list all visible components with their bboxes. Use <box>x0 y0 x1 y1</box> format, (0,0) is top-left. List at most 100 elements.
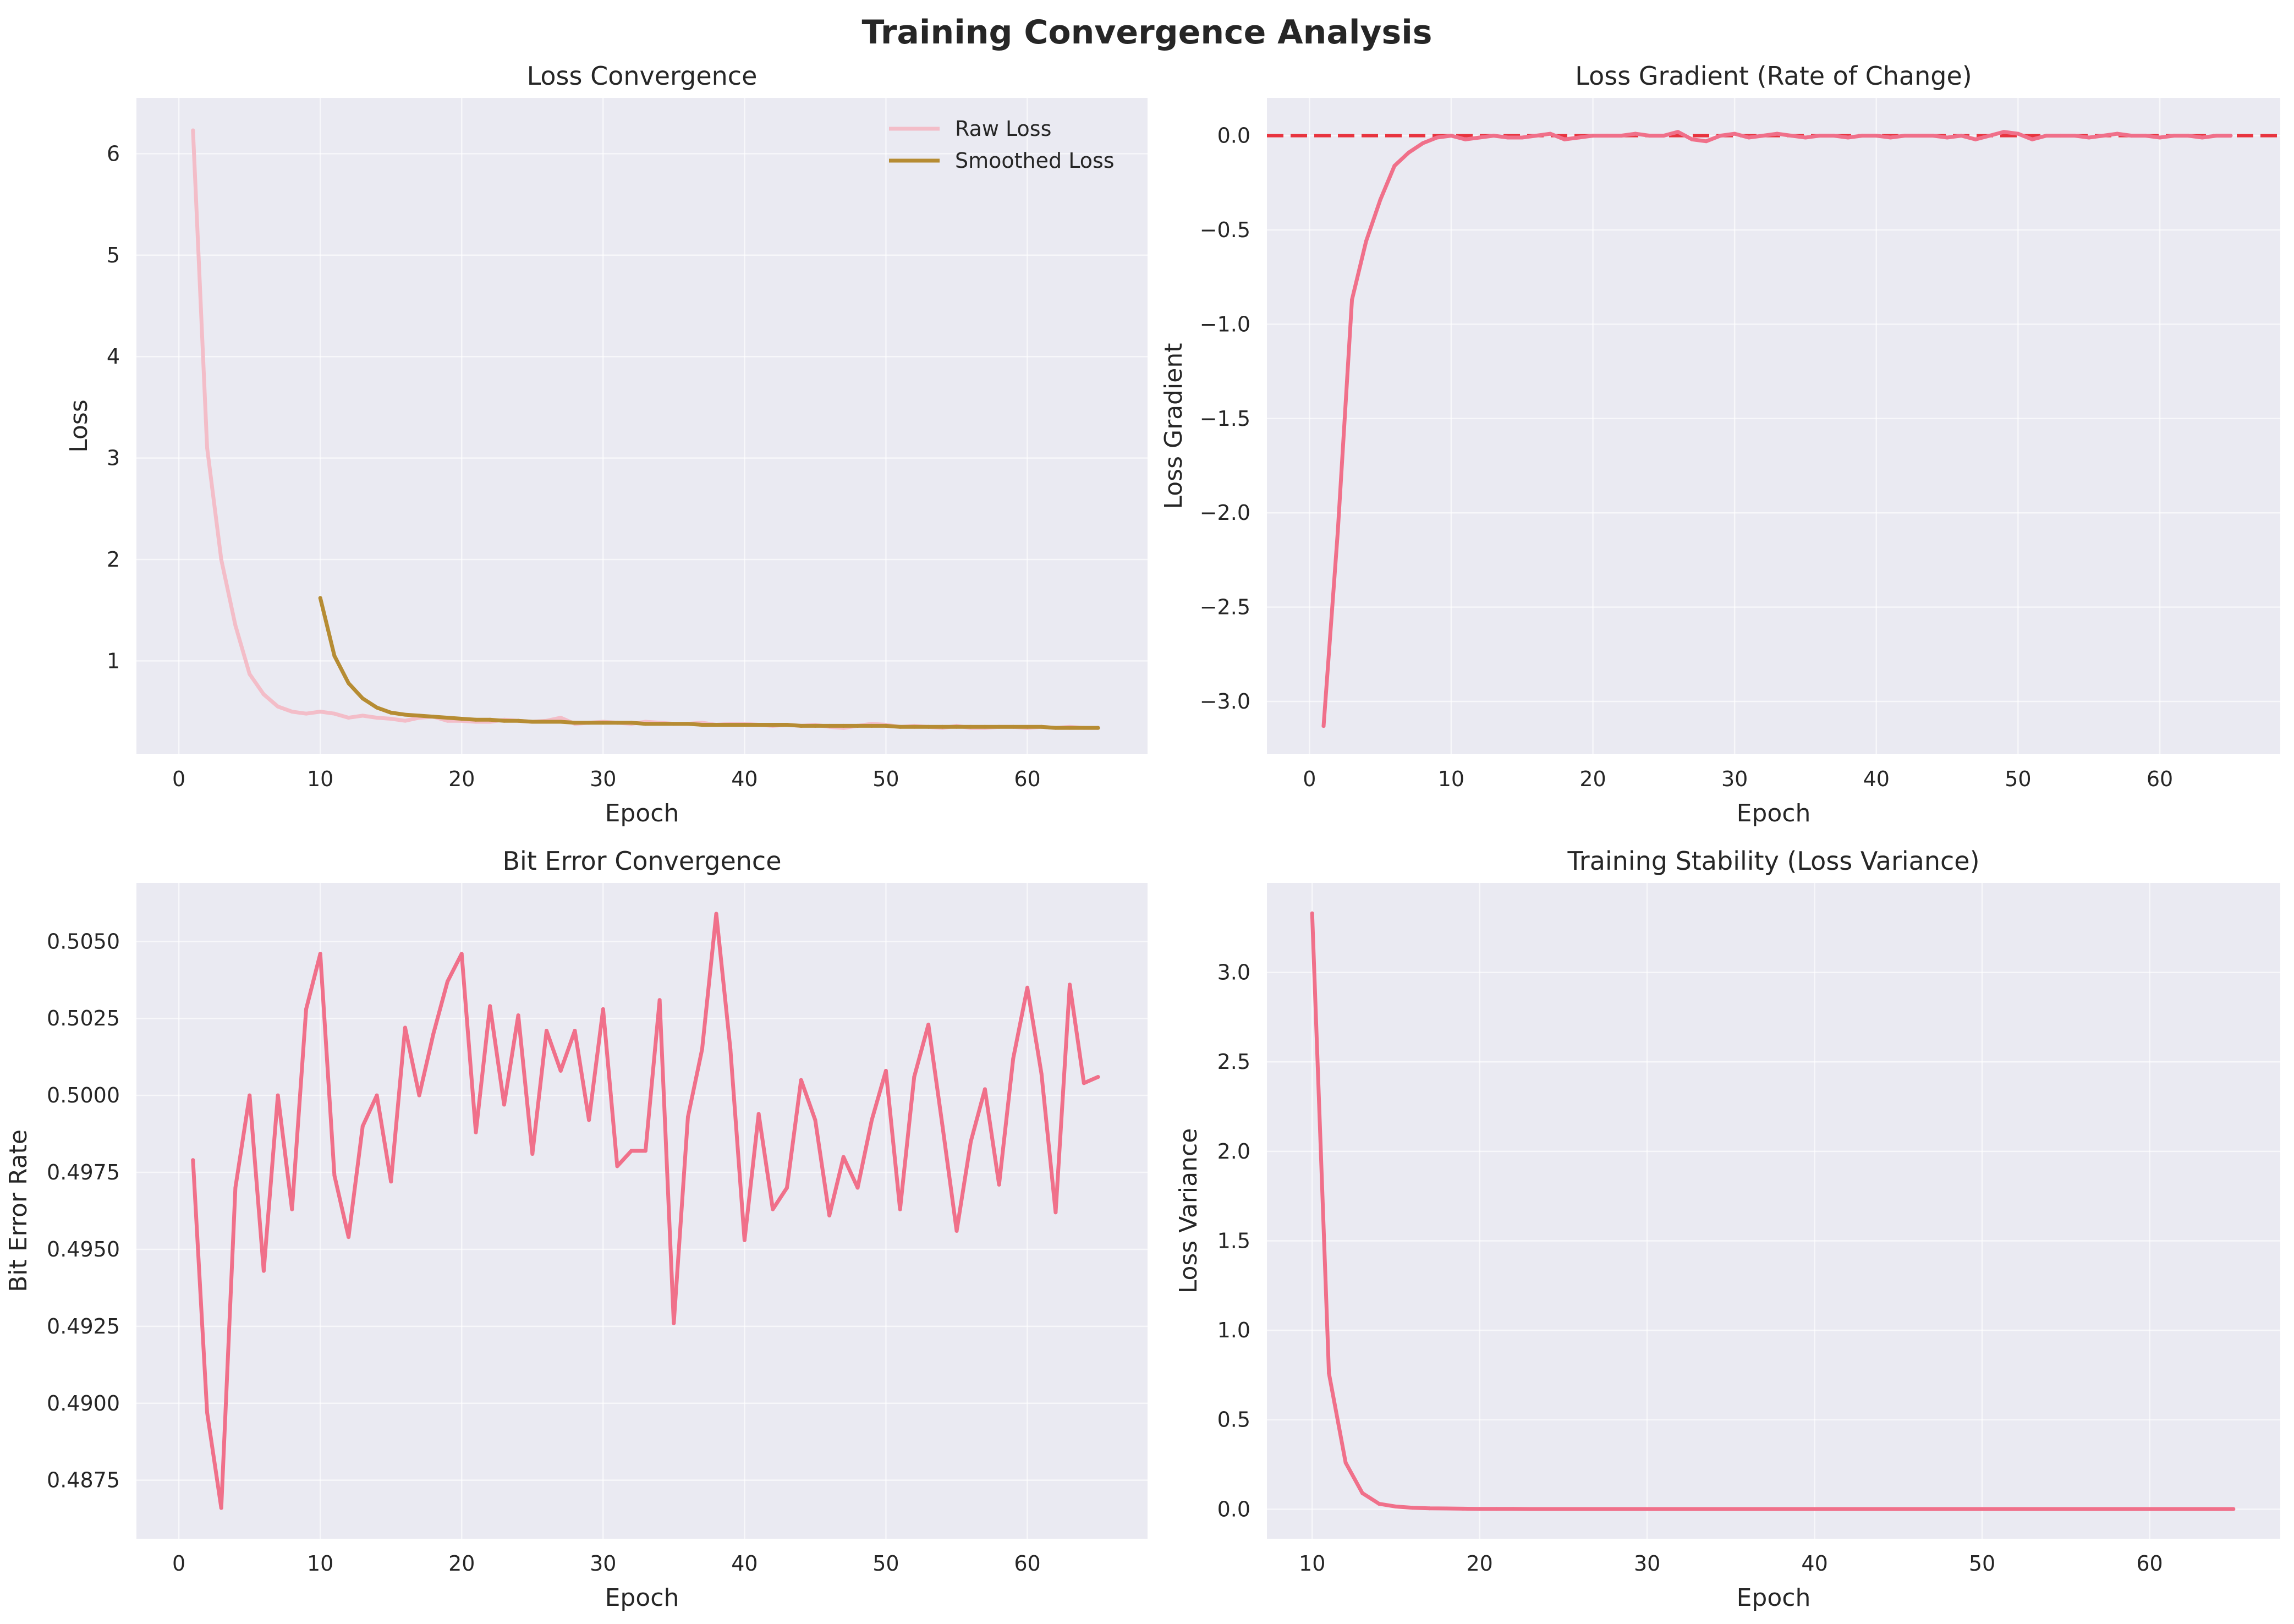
loss-raw-loss-point <box>318 710 322 714</box>
stability-series-point <box>2181 1507 2185 1511</box>
gradient-panel: 0 10 20 30 40 50 60 0.0 −0.5 −1.0 −1.5 −2.0 −2.5 −3.0… <box>1160 61 2280 827</box>
stability-series-point <box>1595 1507 1599 1511</box>
gradient-series-point <box>1860 134 1864 138</box>
loss-smoothed-loss-point <box>855 723 860 728</box>
bit-error-series-point <box>813 1118 817 1122</box>
bit-error-series-point <box>1011 1056 1016 1061</box>
stability-series-point <box>2148 1507 2152 1511</box>
loss-y-tick-label: 1 <box>107 649 120 673</box>
bit-error-x-tick-label: 10 <box>307 1551 333 1576</box>
bit-error-series-point <box>332 1173 337 1178</box>
loss-legend-label: Raw Loss <box>955 117 1051 141</box>
gradient-series-point <box>1407 150 1411 155</box>
loss-smoothed-loss-point <box>332 654 337 658</box>
stability-series-point <box>1343 1461 1348 1465</box>
bit-error-y-tick-label: 0.4950 <box>47 1237 120 1261</box>
gradient-x-tick-label: 10 <box>1438 767 1464 791</box>
loss-smoothed-loss-point <box>601 721 605 725</box>
loss-raw-loss-point <box>219 557 223 562</box>
loss-y-tick-label: 6 <box>107 141 120 166</box>
loss-smoothed-loss-point <box>502 718 506 723</box>
loss-smoothed-loss-point <box>1082 726 1086 730</box>
gradient-series-point <box>1534 134 1538 138</box>
gradient-series-point <box>1463 137 1468 141</box>
stability-series-point <box>2097 1507 2101 1511</box>
bit-error-series-point <box>488 1004 492 1008</box>
loss-smoothed-loss-point <box>728 723 733 727</box>
bit-error-series-point <box>827 1213 832 1217</box>
bit-error-series-point <box>389 1179 393 1184</box>
loss-raw-loss-point <box>347 716 351 720</box>
gradient-series-point <box>1846 135 1850 140</box>
loss-panel: 0 10 20 30 40 50 60 1 2 3 4 5 6 Loss Convergence Epoch… <box>65 61 1148 827</box>
gradient-series-point <box>1420 141 1425 145</box>
loss-x-axis-label: Epoch <box>605 799 679 827</box>
bit-error-y-axis-label: Bit Error Rate <box>4 1129 32 1292</box>
loss-smoothed-loss-point <box>375 705 379 710</box>
bit-error-series-point <box>1082 1081 1086 1085</box>
gradient-series-point <box>2087 135 2091 140</box>
loss-smoothed-loss-point <box>714 723 718 727</box>
bit-error-series-point <box>841 1155 846 1159</box>
bit-error-x-axis-label: Epoch <box>605 1584 679 1612</box>
stability-series-point <box>2047 1507 2051 1511</box>
loss-raw-loss-point <box>290 710 294 714</box>
loss-raw-loss-point <box>205 446 209 450</box>
loss-y-tick-label: 2 <box>107 547 120 572</box>
gradient-series-point <box>1704 139 1709 144</box>
bit-error-series-point <box>205 1411 209 1415</box>
loss-y-axis-label: Loss <box>65 399 93 453</box>
loss-smoothed-loss-point <box>446 716 449 720</box>
gradient-series-point <box>1945 135 1950 140</box>
loss-smoothed-loss-point <box>530 720 535 724</box>
loss-y-tick-label: 3 <box>107 446 120 470</box>
bit-error-series-point <box>1039 1072 1044 1076</box>
loss-smoothed-loss-line <box>318 596 1100 730</box>
loss-x-tick-label: 40 <box>731 767 758 791</box>
loss-plot-area <box>136 98 1148 754</box>
stability-series-point <box>1645 1507 1649 1511</box>
loss-x-tick-label: 20 <box>448 767 475 791</box>
bit-error-series-point <box>431 1032 436 1036</box>
gradient-series-point <box>1477 135 1481 140</box>
loss-smoothed-loss-point <box>883 723 888 728</box>
stability-series-point <box>1578 1507 1582 1511</box>
loss-smoothed-loss-point <box>545 720 548 724</box>
gradient-series-point <box>1336 530 1340 534</box>
loss-raw-loss-point <box>191 128 195 133</box>
bit-error-series-point <box>304 1007 308 1011</box>
gradient-series-point <box>2072 134 2077 138</box>
bit-error-y-tick-label: 0.5025 <box>47 1006 120 1030</box>
gradient-series-point <box>1619 134 1623 138</box>
gradient-series-point <box>1988 134 1992 138</box>
loss-raw-loss-point <box>233 623 238 628</box>
loss-smoothed-loss-point <box>926 725 931 729</box>
bit-error-series-point <box>360 1124 365 1128</box>
stability-series-point <box>1712 1507 1716 1511</box>
loss-smoothed-loss-point <box>1053 726 1058 730</box>
bit-error-series-point <box>883 1068 888 1073</box>
bit-error-series-point <box>954 1228 959 1233</box>
stability-series-point <box>1879 1507 1884 1511</box>
gradient-series-point <box>1959 134 1963 138</box>
loss-raw-loss-point <box>389 717 393 721</box>
stability-series-point <box>1662 1507 1666 1511</box>
loss-smoothed-loss-point <box>431 715 436 719</box>
gradient-series-point <box>1803 135 1808 140</box>
bit-error-y-tick-label: 0.5050 <box>47 929 120 953</box>
bit-error-series-point <box>1053 1210 1058 1215</box>
stability-series-point <box>1980 1507 1984 1511</box>
bit-error-series-point <box>558 1068 563 1073</box>
gradient-series-point <box>2172 134 2176 138</box>
loss-smoothed-loss-point <box>318 596 322 600</box>
bit-error-series-point <box>629 1149 634 1153</box>
stability-series-point <box>1444 1506 1448 1511</box>
bit-error-series-point <box>191 1158 195 1162</box>
bit-error-series-point <box>248 1093 252 1098</box>
loss-smoothed-loss-point <box>347 681 351 685</box>
stability-series-point <box>2214 1507 2219 1511</box>
loss-smoothed-loss-point <box>870 723 874 728</box>
gradient-x-tick-label: 0 <box>1303 767 1316 791</box>
gradient-series-point <box>1548 131 1552 136</box>
bit-error-series-point <box>1096 1075 1100 1079</box>
